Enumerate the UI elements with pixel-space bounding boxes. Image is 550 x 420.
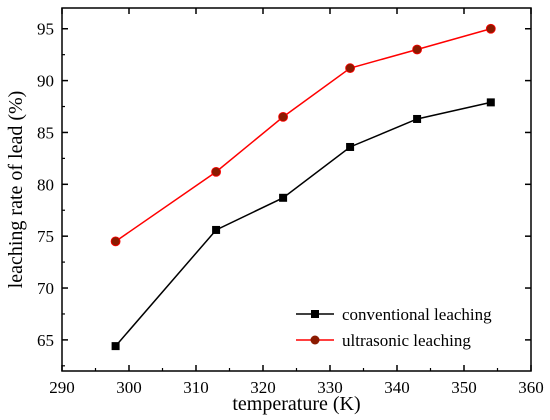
x-tick-label: 360 (518, 378, 544, 397)
data-point (486, 98, 495, 107)
axes: 290 300 310 320 330 340 350 360 65 70 75 80 85 90 95 (37, 7, 544, 397)
legend-label: ultrasonic leaching (342, 331, 471, 350)
series-line (115, 101, 491, 347)
legend: conventional leaching ultrasonic leaching (296, 305, 492, 350)
data-point (278, 112, 289, 122)
data-point (412, 44, 423, 55)
x-tick-label: 350 (451, 378, 477, 397)
x-tick-label: 310 (183, 378, 209, 397)
data-point (211, 166, 222, 177)
y-tick-label: 65 (37, 331, 54, 350)
data-point (111, 342, 120, 351)
data-point (346, 142, 355, 151)
data-point (279, 193, 288, 202)
x-tick-label: 340 (384, 378, 410, 397)
data-point (345, 63, 356, 74)
series-layer (110, 23, 496, 351)
x-tick-label: 320 (250, 378, 276, 397)
data-point (413, 114, 422, 123)
x-axis-title: temperature (K) (232, 393, 360, 415)
y-tick-label: 80 (37, 175, 54, 194)
series-conventional (111, 98, 495, 351)
x-tick-label: 330 (317, 378, 343, 397)
data-point (485, 23, 496, 34)
legend-label: conventional leaching (342, 305, 492, 324)
x-tick-label: 300 (116, 378, 142, 397)
y-tick-label: 70 (37, 279, 54, 298)
y-tick-label: 75 (37, 227, 54, 246)
y-tick-label: 90 (37, 72, 54, 91)
series-ultrasonic (110, 23, 496, 247)
legend-marker (310, 335, 320, 345)
y-axis-title: leaching rate of lead (%) (5, 91, 27, 289)
legend-item: conventional leaching (296, 305, 492, 324)
data-point (212, 225, 221, 234)
data-point (110, 236, 121, 247)
series-line (115, 28, 492, 242)
y-tick-label: 85 (37, 123, 54, 142)
legend-item: ultrasonic leaching (296, 331, 471, 350)
legend-marker (311, 310, 319, 318)
y-tick-label: 95 (37, 20, 54, 39)
x-tick-label: 290 (49, 378, 75, 397)
